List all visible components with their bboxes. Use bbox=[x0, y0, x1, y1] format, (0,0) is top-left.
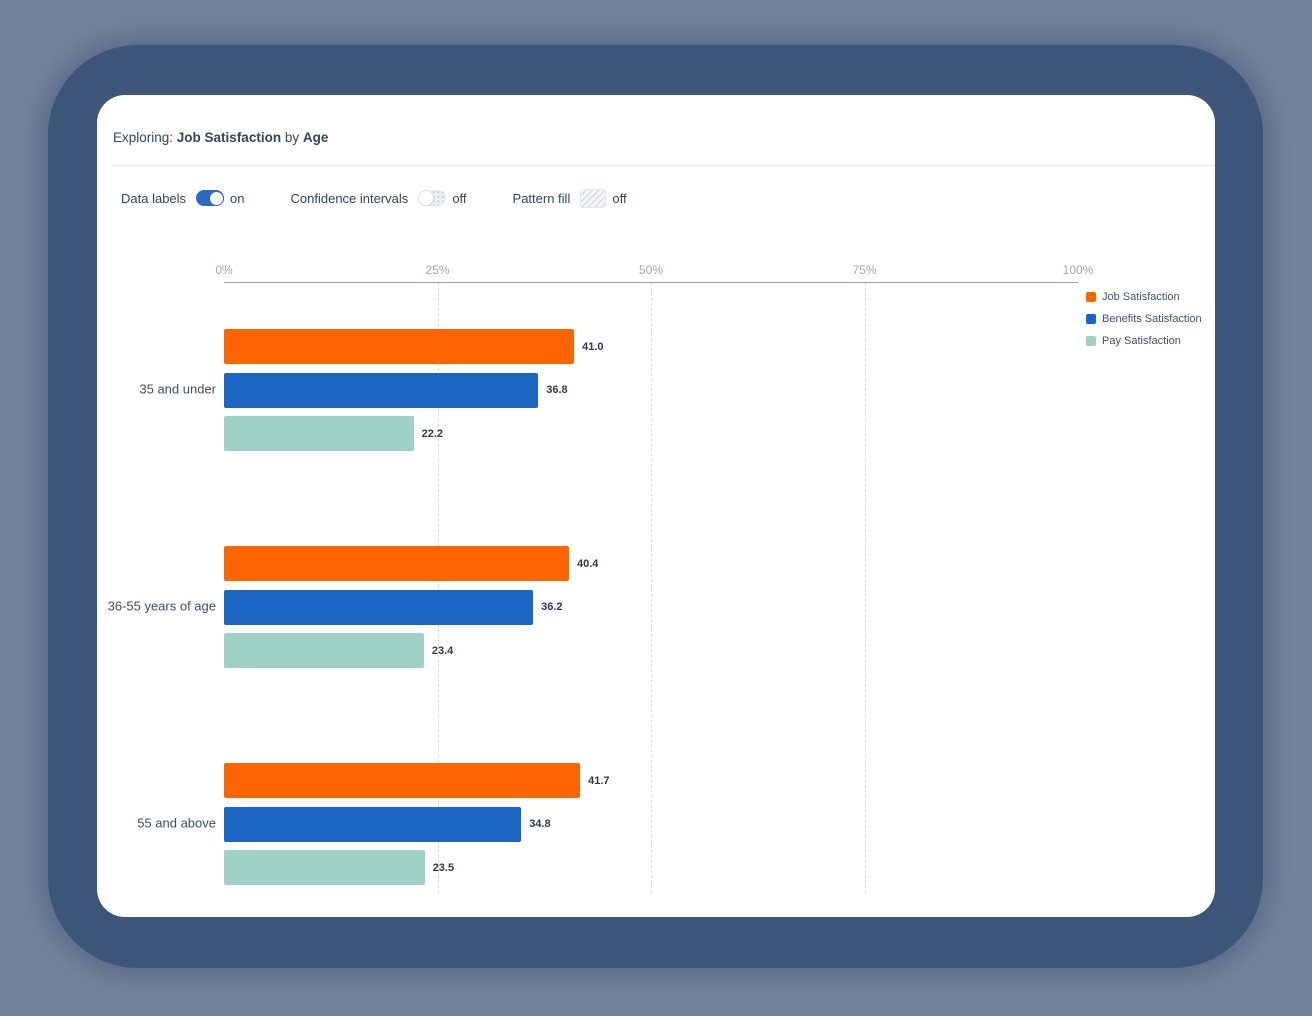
legend-label: Pay Satisfaction bbox=[1102, 335, 1181, 347]
header-dimension: Age bbox=[302, 130, 329, 145]
bar[interactable] bbox=[224, 546, 570, 581]
bar-value-label: 22.2 bbox=[421, 427, 443, 440]
gridline bbox=[864, 283, 866, 893]
data-labels-control: Data labels on bbox=[121, 185, 245, 211]
bar-value-label: 23.4 bbox=[431, 644, 454, 657]
bar[interactable] bbox=[224, 850, 425, 885]
chart-panel: Exploring: Job Satisfaction by Age Data … bbox=[97, 95, 1215, 917]
legend-swatch bbox=[1086, 336, 1096, 346]
bar[interactable] bbox=[224, 372, 539, 408]
legend-swatch bbox=[1086, 292, 1096, 302]
toolbar: Data labels on Confidence intervals off … bbox=[121, 185, 1215, 211]
bar-chart: 0% 25% 50% 75% 100% 41.0 36.8 22.2 40.4 36.2 23.4 4… bbox=[97, 95, 1215, 917]
toggle-knob bbox=[209, 190, 225, 206]
bar-value-label: 34.8 bbox=[529, 818, 551, 830]
panel-header: Exploring: Job Satisfaction by Age bbox=[97, 95, 1215, 147]
legend-label: Job Satisfaction bbox=[1102, 291, 1180, 303]
legend-item[interactable]: Benefits Satisfaction bbox=[1086, 313, 1202, 325]
bar-value-label: 36.8 bbox=[546, 384, 568, 396]
data-labels-toggle[interactable] bbox=[196, 190, 225, 206]
pattern-fill-label: Pattern fill bbox=[512, 190, 571, 206]
bar[interactable] bbox=[224, 329, 575, 364]
header-divider bbox=[113, 165, 1215, 166]
header-prefix: Exploring: bbox=[113, 130, 177, 145]
bar-value-label: 36.2 bbox=[541, 601, 563, 613]
bar[interactable] bbox=[224, 633, 424, 668]
bar-value-label: 40.4 bbox=[577, 557, 599, 570]
bar-value-label: 23.5 bbox=[432, 861, 455, 874]
x-axis-tick: 0% bbox=[215, 263, 233, 277]
bar-value-label: 41.0 bbox=[582, 340, 604, 353]
bar[interactable] bbox=[224, 763, 581, 798]
x-axis-tick: 100% bbox=[1062, 263, 1094, 277]
gridline bbox=[651, 283, 652, 893]
category-label: 35 and under bbox=[139, 381, 216, 397]
gridline bbox=[437, 283, 439, 893]
bar[interactable] bbox=[224, 416, 414, 451]
data-labels-label: Data labels bbox=[121, 190, 187, 206]
legend-item[interactable]: Job Satisfaction bbox=[1086, 291, 1202, 303]
legend-label: Benefits Satisfaction bbox=[1102, 313, 1202, 325]
category-label: 55 and above bbox=[137, 815, 216, 831]
confidence-intervals-state: off bbox=[452, 190, 467, 206]
pattern-fill-swatch[interactable] bbox=[580, 188, 607, 208]
confidence-intervals-control: Confidence intervals off bbox=[291, 185, 467, 211]
legend-swatch bbox=[1086, 314, 1096, 324]
pattern-fill-state: off bbox=[612, 190, 627, 206]
bar-value-label: 41.7 bbox=[588, 774, 610, 787]
category-label: 36-55 years of age bbox=[107, 598, 216, 614]
data-labels-state: on bbox=[230, 190, 245, 206]
header-metric: Job Satisfaction bbox=[176, 130, 282, 145]
pattern-fill-control: Pattern fill off bbox=[513, 185, 627, 211]
bar[interactable] bbox=[224, 589, 534, 625]
confidence-intervals-toggle[interactable] bbox=[418, 190, 447, 206]
x-axis-tick: 75% bbox=[852, 263, 877, 277]
bar[interactable] bbox=[224, 806, 522, 842]
toggle-knob bbox=[419, 191, 434, 205]
header-connector: by bbox=[281, 130, 303, 145]
x-axis-tick: 25% bbox=[425, 263, 450, 277]
legend-item[interactable]: Pay Satisfaction bbox=[1086, 335, 1202, 347]
legend: Job Satisfaction Benefits Satisfaction Pay… bbox=[1086, 291, 1202, 347]
confidence-intervals-label: Confidence intervals bbox=[290, 190, 409, 206]
x-axis-tick: 50% bbox=[638, 263, 664, 277]
plot-area: 0% 25% 50% 75% 100% 41.0 36.8 22.2 40.4 36.2 23.4 4… bbox=[215, 263, 1093, 893]
